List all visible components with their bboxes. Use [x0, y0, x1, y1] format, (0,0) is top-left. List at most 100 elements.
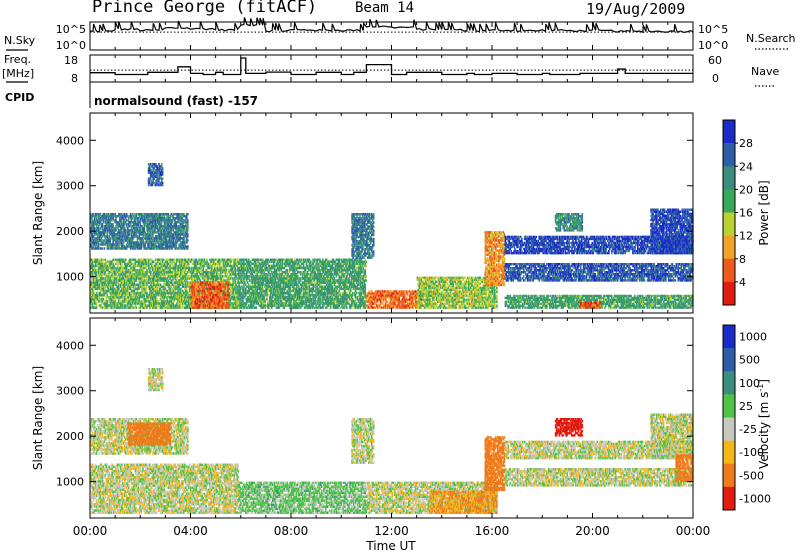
data-cell — [143, 302, 145, 305]
data-cell — [151, 289, 153, 293]
data-cell — [195, 281, 198, 284]
data-cell — [130, 233, 133, 236]
data-cell — [126, 304, 129, 307]
data-cell — [200, 258, 203, 261]
data-cell — [182, 289, 184, 293]
data-cell — [97, 247, 100, 250]
data-cell — [190, 258, 193, 261]
data-cell — [236, 291, 238, 295]
data-cell — [173, 260, 175, 263]
data-cell — [188, 277, 191, 280]
data-cell — [169, 304, 171, 307]
data-cell — [236, 271, 238, 274]
data-cell — [133, 221, 136, 224]
data-cell — [105, 300, 108, 303]
data-cell — [228, 291, 231, 295]
data-cell — [140, 300, 142, 303]
data-cell — [192, 300, 194, 303]
data-cell — [142, 235, 144, 238]
data-cell — [101, 283, 104, 286]
data-cell — [129, 213, 132, 216]
data-cell — [100, 262, 103, 266]
data-cell — [138, 281, 140, 284]
data-cell — [161, 243, 164, 246]
data-cell — [197, 277, 200, 280]
data-cell — [212, 275, 214, 278]
data-cell — [162, 291, 165, 295]
data-cell — [176, 271, 178, 274]
data-cell — [108, 264, 110, 268]
data-cell — [137, 237, 140, 240]
data-cell — [129, 279, 132, 282]
data-cell — [206, 275, 208, 278]
data-cell — [132, 266, 135, 270]
data-cell — [198, 258, 201, 261]
data-cell — [231, 298, 234, 301]
data-cell — [194, 300, 196, 303]
data-cell — [121, 289, 123, 293]
data-cell — [190, 266, 193, 270]
data-cell — [146, 237, 148, 240]
data-cell — [185, 273, 188, 276]
data-cell — [148, 227, 150, 230]
data-cell — [184, 277, 186, 280]
data-cell — [157, 266, 160, 270]
data-cell — [129, 302, 132, 305]
data-cell — [139, 296, 141, 299]
data-cell — [115, 247, 117, 250]
data-cell — [175, 283, 177, 286]
data-cell — [92, 239, 95, 242]
data-cell — [93, 300, 96, 303]
data-cell — [185, 279, 188, 282]
data-cell — [124, 273, 127, 276]
data-cell — [92, 268, 95, 272]
data-cell — [96, 241, 99, 244]
data-cell — [195, 266, 198, 270]
data-cell — [184, 271, 187, 274]
data-cell — [96, 260, 99, 263]
data-cell — [169, 233, 172, 236]
data-cell — [146, 215, 148, 218]
data-cell — [194, 258, 197, 261]
data-cell — [132, 275, 135, 278]
data-cell — [186, 241, 188, 244]
data-cell — [170, 237, 173, 240]
data-cell — [171, 227, 174, 230]
data-cell — [178, 279, 180, 282]
data-cell — [94, 277, 97, 280]
data-cell — [98, 298, 101, 301]
data-cell — [216, 283, 219, 286]
data-cell — [196, 268, 199, 272]
data-cell — [160, 291, 163, 295]
data-cell — [135, 213, 138, 216]
data-cell — [143, 296, 145, 299]
data-cell — [149, 268, 151, 272]
data-cell — [116, 247, 118, 250]
data-cell — [92, 279, 95, 282]
data-cell — [121, 231, 123, 234]
data-cell — [114, 277, 116, 280]
data-cell — [124, 221, 126, 224]
data-cell — [123, 281, 126, 284]
data-cell — [127, 233, 130, 236]
data-cell — [195, 300, 197, 303]
data-cell — [174, 225, 176, 228]
data-cell — [139, 268, 141, 272]
data-cell — [169, 229, 172, 232]
data-cell — [183, 296, 185, 299]
data-cell — [107, 245, 110, 248]
data-cell — [174, 247, 176, 250]
data-cell — [172, 283, 174, 286]
data-cell — [169, 217, 172, 220]
data-cell — [116, 281, 118, 284]
data-cell — [95, 233, 98, 236]
data-cell — [228, 287, 231, 291]
data-cell — [143, 300, 145, 303]
data-cell — [105, 223, 108, 226]
data-cell — [232, 296, 234, 299]
data-cell — [106, 231, 109, 234]
data-cell — [170, 262, 172, 266]
data-cell — [167, 279, 170, 282]
data-cell — [172, 277, 174, 280]
data-cell — [134, 258, 137, 261]
